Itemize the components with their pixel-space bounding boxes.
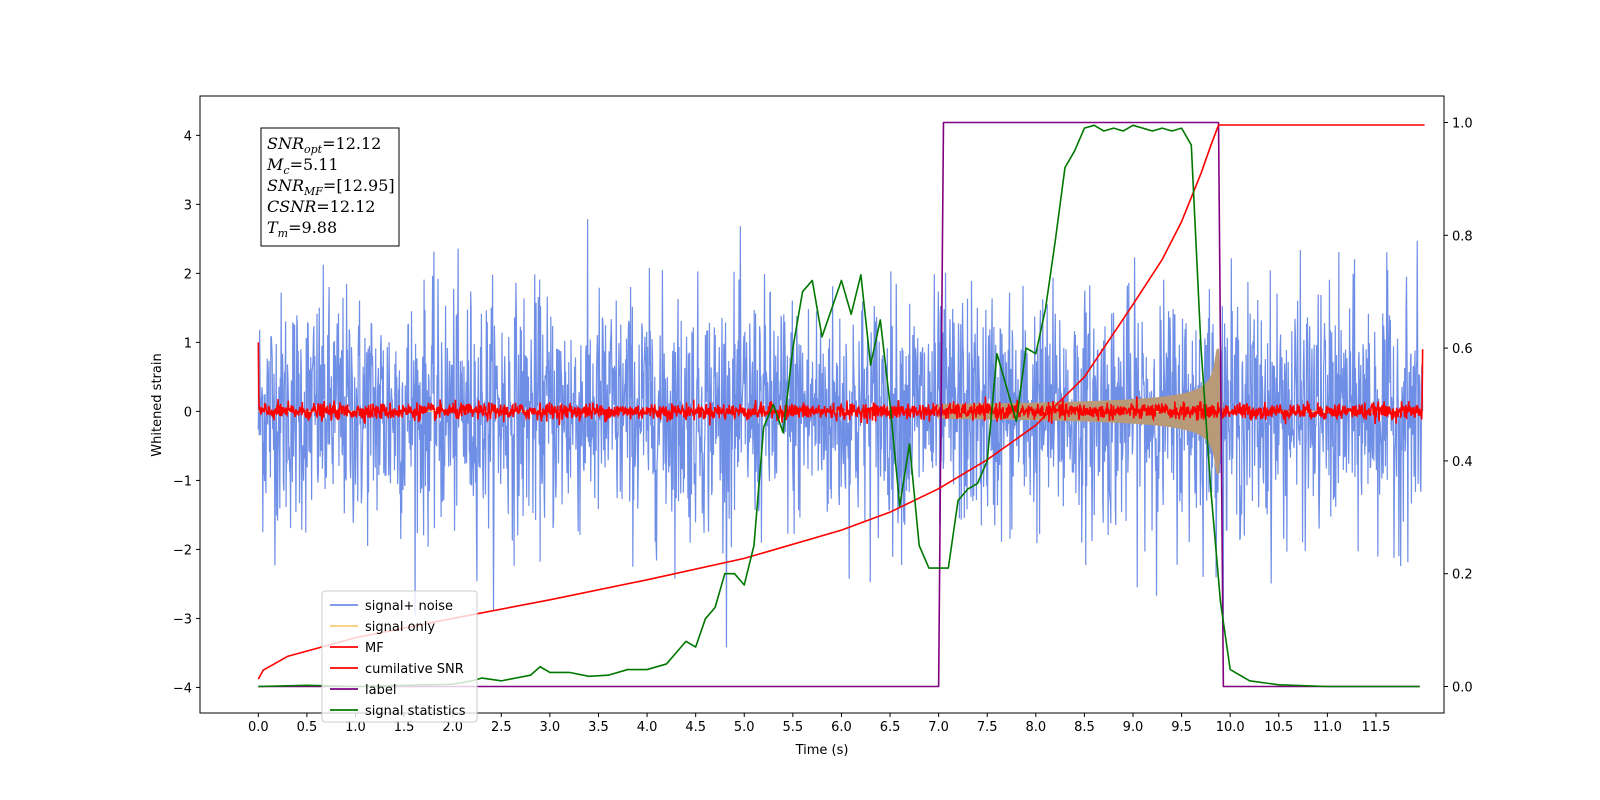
legend-label: signal only (365, 620, 435, 635)
y-tick-label: 4 (184, 129, 192, 144)
y-tick-label: −2 (173, 543, 192, 558)
x-tick-label: 5.0 (734, 720, 755, 735)
annotation-line: Mc=5.11 (266, 155, 339, 177)
x-tick-label: 2.0 (442, 720, 463, 735)
x-tick-label: 10.5 (1264, 720, 1293, 735)
y2-tick-label: 1.0 (1452, 117, 1473, 132)
legend-label: MF (365, 641, 384, 656)
y2-tick-label: 0.6 (1452, 342, 1473, 357)
x-tick-label: 11.0 (1313, 720, 1342, 735)
x-tick-label: 5.5 (783, 720, 804, 735)
y2-tick-label: 0.0 (1452, 680, 1473, 695)
y-tick-label: −3 (173, 612, 192, 627)
legend-label: signal statistics (365, 704, 466, 719)
x-tick-label: 8.0 (1025, 720, 1046, 735)
x-tick-label: 4.5 (685, 720, 706, 735)
y-tick-label: 3 (184, 198, 192, 213)
annotation-box (260, 127, 400, 247)
x-tick-label: 1.5 (394, 720, 415, 735)
y2-tick-label: 0.8 (1452, 229, 1473, 244)
y2-tick-label: 0.2 (1452, 568, 1473, 583)
y2-tick-label: 0.4 (1452, 455, 1473, 470)
x-axis-label: Time (s) (795, 743, 849, 758)
x-tick-label: 9.5 (1171, 720, 1192, 735)
annotation-line: SNRopt=12.12 (267, 134, 381, 156)
x-tick-label: 10.0 (1216, 720, 1245, 735)
annotation-line: SNRMF=[12.95] (267, 176, 395, 198)
x-tick-label: 3.5 (588, 720, 609, 735)
x-tick-label: 4.0 (637, 720, 658, 735)
stats-annotation-box: SNRopt=12.12Mc=5.11SNRMF=[12.95]CSNR=12.… (260, 127, 400, 247)
annotation-line: CSNR=12.12 (267, 197, 375, 216)
x-tick-label: 8.5 (1074, 720, 1095, 735)
x-tick-label: 0.5 (297, 720, 318, 735)
x-tick-label: 7.0 (928, 720, 949, 735)
x-tick-label: 0.0 (248, 720, 269, 735)
series-signal-statistics (258, 124, 1420, 688)
x-tick-label: 6.5 (880, 720, 901, 735)
legend-label: label (365, 683, 396, 698)
y-tick-label: −1 (173, 474, 192, 489)
legend-label: cumilative SNR (365, 662, 464, 677)
x-tick-label: 7.5 (977, 720, 998, 735)
y-axis-right: 0.0 0.2 0.4 0.6 0.8 1.0 (1444, 117, 1473, 695)
series-mf (257, 342, 1424, 426)
annotation-line: Tm=9.88 (267, 218, 337, 240)
x-tick-label: 11.5 (1361, 720, 1390, 735)
y-tick-label: 0 (184, 405, 192, 420)
y-axis-left: −4 −3 −2 −1 0 1 2 3 4 (173, 129, 200, 696)
axes-frame (199, 95, 1445, 714)
y-tick-label: 2 (184, 267, 192, 282)
legend: signal+ noise signal only MF cumilative SNR… (321, 590, 478, 723)
y-axis-label: Whitened strain (150, 353, 165, 456)
series-signal-noise (257, 219, 1424, 648)
x-axis: 0.0 0.5 1.0 1.5 2.0 2.5 3.0 3.5 4.0 4.5 5.0 5.5 6.0 6… (248, 713, 1390, 735)
x-tick-label: 3.0 (540, 720, 561, 735)
x-tick-label: 2.5 (491, 720, 512, 735)
y-tick-label: 1 (184, 336, 192, 351)
x-tick-label: 6.0 (831, 720, 852, 735)
x-tick-label: 9.0 (1123, 720, 1144, 735)
series-label (258, 121, 1420, 688)
y-tick-label: −4 (173, 681, 192, 696)
x-tick-label: 1.0 (345, 720, 366, 735)
legend-box (321, 590, 478, 723)
legend-label: signal+ noise (365, 599, 453, 614)
